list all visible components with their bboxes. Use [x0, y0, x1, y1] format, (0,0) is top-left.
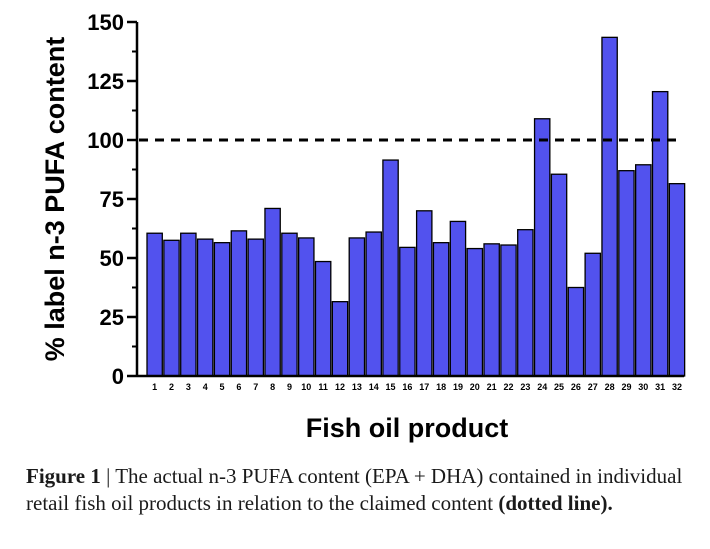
x-axis: 1 2 3 4 5 6 7 8 9 10 11 12 13 14 15 16 17 18 19 20 21 22 23 24 2…	[137, 374, 684, 392]
bar-31	[651, 90, 669, 377]
x-tick-label: 19	[453, 382, 463, 392]
bar-21	[483, 243, 500, 377]
x-tick-label: 21	[487, 382, 497, 392]
bar-7	[247, 238, 265, 377]
bar-8	[264, 207, 281, 377]
y-tick-label: 25	[100, 305, 124, 330]
bar-13	[348, 237, 366, 377]
bar-25	[550, 173, 568, 377]
caption-separator: |	[100, 464, 116, 488]
x-tick-label: 2	[169, 382, 174, 392]
bar-5	[213, 242, 231, 377]
x-tick-label: 25	[554, 382, 564, 392]
bar-9	[281, 232, 298, 377]
bar-32	[668, 183, 686, 377]
y-tick-label: 0	[112, 364, 124, 389]
x-tick-label: 32	[672, 382, 682, 392]
bar-24	[533, 118, 551, 377]
y-tick-label: 50	[100, 246, 124, 271]
caption-emphasis: (dotted line).	[498, 491, 613, 515]
bar-4	[196, 238, 214, 377]
x-tick-label: 23	[520, 382, 530, 392]
bar-12	[331, 301, 349, 377]
x-tick-label: 24	[537, 382, 547, 392]
x-tick-label: 4	[203, 382, 208, 392]
bar-16	[399, 246, 416, 377]
bar-18	[432, 242, 450, 377]
bars	[146, 36, 686, 377]
x-tick-label: 15	[386, 382, 396, 392]
y-tick-label: 150	[87, 10, 124, 35]
caption-label: Figure 1	[26, 464, 101, 488]
bar-19	[449, 220, 467, 377]
x-tick-label: 7	[253, 382, 258, 392]
y-tick-label: 100	[87, 128, 124, 153]
bar-27	[584, 252, 602, 377]
bar-29	[618, 170, 635, 377]
bar-15	[382, 159, 399, 377]
x-tick-label: 3	[186, 382, 191, 392]
bar-11	[314, 260, 332, 377]
bar-20	[466, 247, 484, 377]
bar-28	[601, 36, 618, 377]
x-tick-label: 14	[369, 382, 379, 392]
figure-caption: Figure 1 | The actual n-3 PUFA content (…	[26, 463, 696, 517]
y-tick-label: 125	[87, 69, 124, 94]
bar-26	[567, 286, 585, 377]
bar-3	[180, 232, 197, 377]
x-tick-label: 27	[588, 382, 598, 392]
x-tick-label: 5	[220, 382, 225, 392]
bar-22	[500, 244, 517, 377]
x-tick-label: 28	[605, 382, 615, 392]
x-axis-title: Fish oil product	[306, 413, 509, 443]
bar-17	[415, 210, 433, 377]
bar-30	[635, 164, 652, 377]
y-tick-label: 75	[100, 187, 124, 212]
bar-6	[230, 230, 248, 377]
x-tick-label: 12	[335, 382, 345, 392]
bar-23	[517, 229, 534, 377]
x-tick-label: 20	[470, 382, 480, 392]
bar-10	[297, 237, 315, 377]
x-tick-label: 29	[621, 382, 631, 392]
x-tick-label: 11	[318, 382, 328, 392]
bar-1	[146, 232, 163, 377]
x-tick-label: 16	[402, 382, 412, 392]
x-tick-label: 26	[571, 382, 581, 392]
x-tick-label: 22	[503, 382, 513, 392]
bar-14	[365, 231, 382, 377]
y-axis-title: % label n-3 PUFA content	[40, 37, 70, 362]
x-tick-label: 31	[655, 382, 665, 392]
x-tick-label: 1	[152, 382, 157, 392]
x-tick-label: 18	[436, 382, 446, 392]
x-tick-label: 30	[638, 382, 648, 392]
x-tick-label: 10	[301, 382, 311, 392]
x-tick-label: 8	[270, 382, 275, 392]
caption-text: The actual n-3 PUFA content (EPA + DHA) …	[26, 464, 683, 515]
bar-2	[163, 239, 180, 377]
x-tick-label: 6	[236, 382, 241, 392]
x-tick-label: 9	[287, 382, 292, 392]
x-tick-label: 13	[352, 382, 362, 392]
y-axis: 0 25 50 75 100 125 150	[87, 10, 139, 389]
x-tick-label: 17	[419, 382, 429, 392]
